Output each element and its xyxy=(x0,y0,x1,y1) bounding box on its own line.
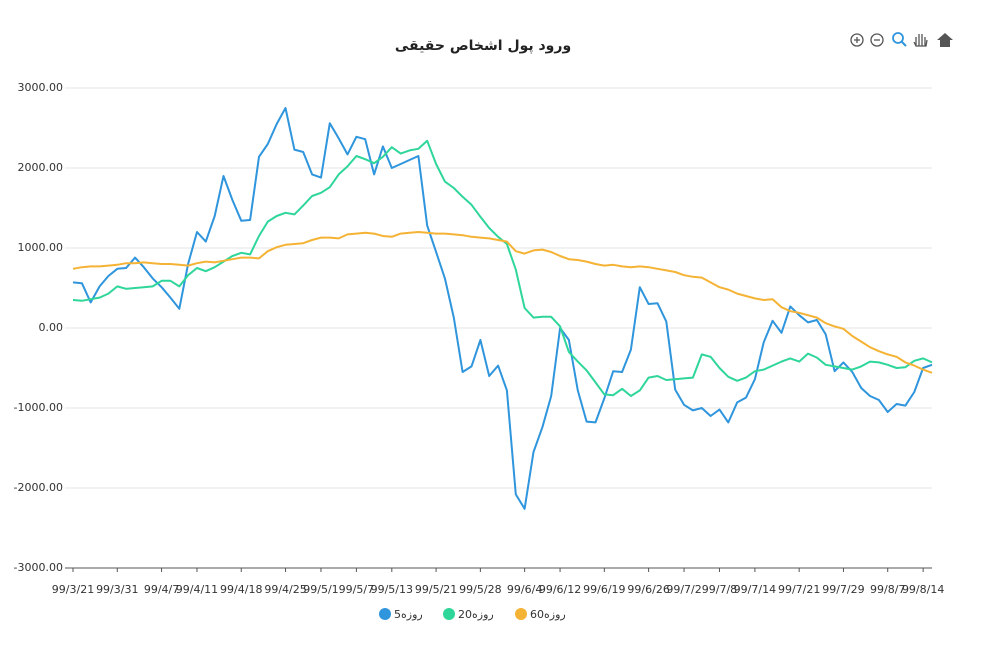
toolbox xyxy=(850,32,953,47)
x-tick-label: 99/7/8 xyxy=(702,583,737,596)
legend-marker xyxy=(379,608,391,620)
legend-label: روزه20 xyxy=(458,608,494,621)
legend-item[interactable]: روزه60 xyxy=(515,608,566,621)
x-tick-label: 99/7/14 xyxy=(734,583,776,596)
x-tick-label: 99/6/19 xyxy=(583,583,625,596)
x-tick-label: 99/5/7 xyxy=(339,583,374,596)
home-button[interactable] xyxy=(937,33,953,47)
y-tick-label: -2000.00 xyxy=(14,481,63,494)
zoom-out-button[interactable] xyxy=(870,33,884,47)
x-tick-label: 99/6/26 xyxy=(627,583,669,596)
x-tick-label: 99/5/1 xyxy=(303,583,338,596)
x-tick-label: 99/5/21 xyxy=(415,583,457,596)
legend-marker xyxy=(443,608,455,620)
x-tick-label: 99/5/28 xyxy=(459,583,501,596)
legend-item[interactable]: روزه5 xyxy=(379,608,423,621)
x-tick-label: 99/4/7 xyxy=(144,583,179,596)
legend: روزه5 روزه20 روزه60 xyxy=(379,608,566,621)
zoom-in-button[interactable] xyxy=(850,33,864,47)
x-tick-label: 99/3/21 xyxy=(52,583,94,596)
zoom-button[interactable] xyxy=(892,32,907,47)
pan-button[interactable] xyxy=(913,34,928,47)
x-tick-label: 99/6/12 xyxy=(539,583,581,596)
x-tick-label: 99/3/31 xyxy=(96,583,138,596)
x-tick-label: 99/8/7 xyxy=(870,583,905,596)
series-line xyxy=(72,231,933,374)
y-tick-label: 2000.00 xyxy=(18,161,64,174)
x-tick-label: 99/5/13 xyxy=(371,583,413,596)
x-tick-label: 99/7/21 xyxy=(778,583,820,596)
y-tick-label: 0.00 xyxy=(39,321,64,334)
x-tick-label: 99/7/29 xyxy=(822,583,864,596)
x-tick-label: 99/4/18 xyxy=(220,583,262,596)
y-tick-label: 3000.00 xyxy=(18,81,64,94)
y-tick-label: -1000.00 xyxy=(14,401,63,414)
x-tick-label: 99/4/25 xyxy=(264,583,306,596)
x-tick-label: 99/4/11 xyxy=(176,583,218,596)
series-line xyxy=(72,139,933,397)
legend-label: روزه5 xyxy=(394,608,423,621)
legend-marker xyxy=(515,608,527,620)
y-tick-label: -3000.00 xyxy=(14,561,63,574)
x-tick-label: 99/6/4 xyxy=(507,583,542,596)
legend-label: روزه60 xyxy=(530,608,566,621)
x-tick-label: 99/8/14 xyxy=(902,583,944,596)
chart-title: ورود پول اشخاص حقیقی xyxy=(395,38,571,54)
x-tick-label: 99/7/2 xyxy=(666,583,701,596)
legend-item[interactable]: روزه20 xyxy=(443,608,494,621)
y-tick-label: 1000.00 xyxy=(18,241,64,254)
